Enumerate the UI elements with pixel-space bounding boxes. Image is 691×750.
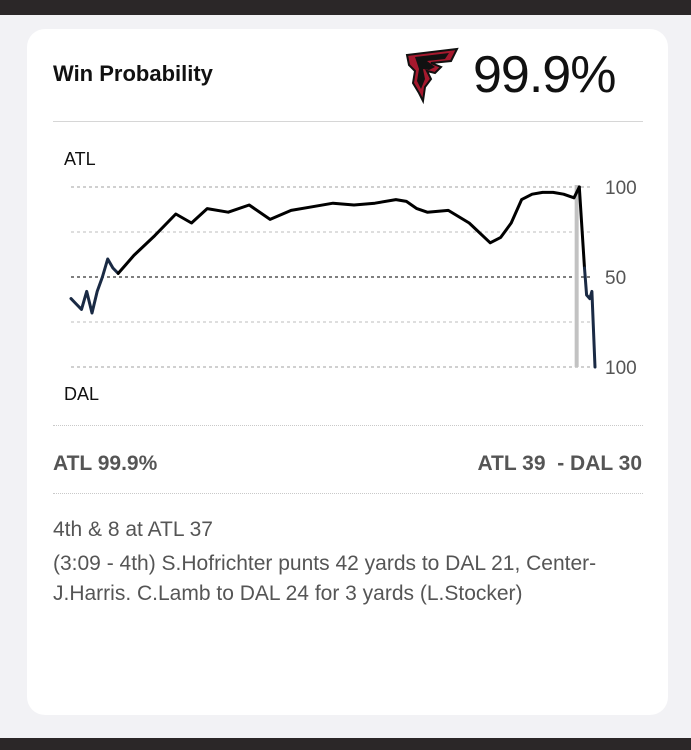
card-title: Win Probability bbox=[53, 61, 213, 86]
play-down-distance: 4th & 8 at ATL 37 bbox=[53, 518, 213, 541]
game-score: ATL 39 - DAL 30 bbox=[477, 452, 642, 475]
bottom-team-label: DAL bbox=[64, 384, 100, 404]
chart-series bbox=[69, 185, 597, 369]
y-tick-label: 50 bbox=[605, 268, 626, 289]
win-probability-line-segment bbox=[116, 185, 581, 275]
falcons-logo-icon bbox=[405, 47, 459, 105]
chart-divider bbox=[53, 425, 643, 426]
win-probability-line-segment bbox=[69, 257, 120, 315]
win-probability-line-segment bbox=[583, 266, 597, 369]
win-probability-chart[interactable]: 100 50 100 bbox=[27, 29, 668, 429]
top-team-label: ATL bbox=[64, 149, 96, 169]
summary-divider bbox=[53, 493, 643, 494]
header-divider bbox=[53, 121, 643, 122]
win-probability-summary: ATL 99.9% bbox=[53, 452, 158, 475]
y-tick-label: 100 bbox=[605, 178, 637, 199]
win-probability-line-segment bbox=[577, 185, 586, 270]
y-tick-label: 100 bbox=[605, 358, 637, 379]
win-probability-value: 99.9% bbox=[473, 46, 616, 104]
top-edge bbox=[0, 0, 691, 15]
play-description: (3:09 - 4th) S.Hofrichter punts 42 yards… bbox=[53, 552, 597, 605]
bottom-edge bbox=[0, 738, 691, 750]
win-probability-card[interactable]: Win Probability 99.9% ATL DAL 100 50 100… bbox=[27, 29, 668, 715]
